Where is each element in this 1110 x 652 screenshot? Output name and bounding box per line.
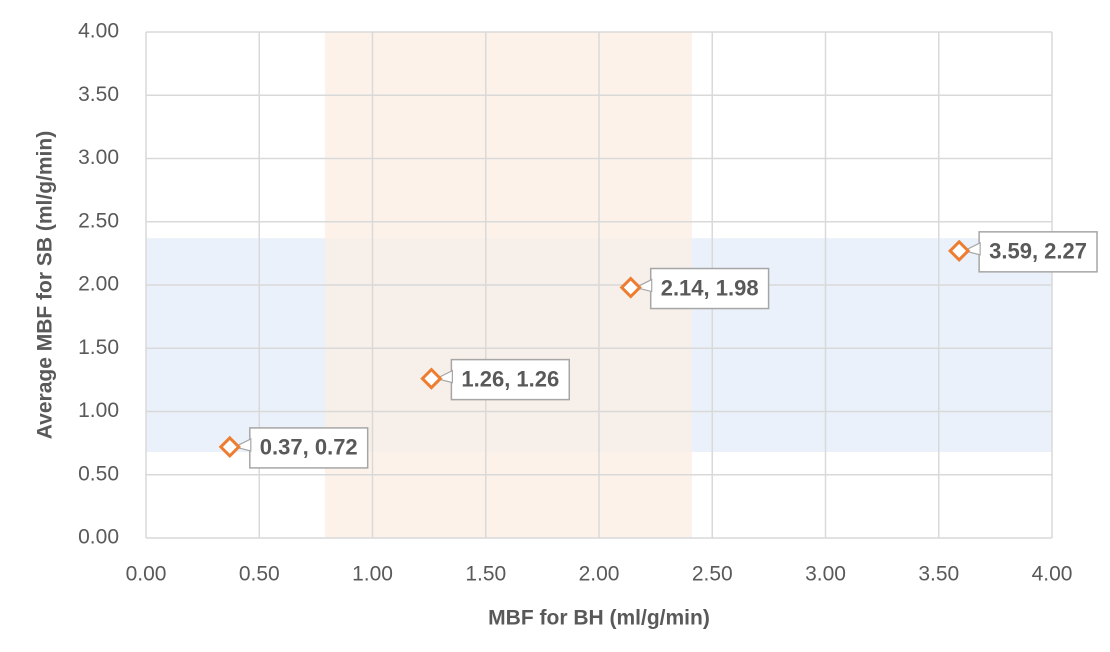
- data-label: 0.37, 0.72: [260, 435, 358, 460]
- x-tick-label: 3.50: [918, 563, 959, 586]
- x-tick-label: 2.00: [579, 563, 620, 586]
- data-label-group: 0.37, 0.72: [233, 427, 369, 469]
- y-tick-label: 3.00: [78, 146, 119, 169]
- data-label-box: [450, 358, 571, 401]
- data-label-box: [249, 427, 369, 469]
- x-tick-label: 1.00: [352, 563, 393, 586]
- y-tick-label: 2.00: [78, 273, 119, 296]
- data-label: 2.14, 1.98: [661, 275, 759, 300]
- x-tick-label: 1.50: [465, 563, 506, 586]
- point: [948, 239, 971, 262]
- point: [218, 435, 241, 459]
- y-tick-label: 4.00: [78, 20, 119, 43]
- x-tick-label: 0.00: [126, 563, 167, 586]
- y-tick-label: 1.50: [78, 336, 119, 359]
- y-tick-label: 1.00: [78, 399, 119, 422]
- data-label-box: [649, 267, 770, 310]
- data-label: 3.59, 2.27: [989, 239, 1087, 264]
- y-tick-label: 2.50: [78, 209, 119, 232]
- x-tick-label: 3.00: [805, 563, 846, 586]
- data-label: 1.26, 1.26: [461, 366, 559, 391]
- x-tick-label: 0.50: [239, 563, 280, 586]
- data-label-group: 1.26, 1.26: [434, 358, 571, 401]
- x-tick-label: 4.00: [1032, 563, 1073, 586]
- data-label-group: 3.59, 2.27: [962, 231, 1098, 273]
- x-axis-title: MBF for BH (ml/g/min): [488, 607, 710, 630]
- point: [619, 276, 642, 299]
- y-axis-title: Average MBF for SB (ml/g/min): [34, 131, 57, 439]
- data-label-box: [978, 231, 1098, 273]
- data-label-group: 2.14, 1.98: [633, 267, 770, 310]
- y-tick-label: 0.50: [78, 462, 119, 485]
- point: [420, 367, 443, 390]
- y-tick-label: 0.00: [78, 526, 119, 549]
- y-tick-label: 3.50: [78, 83, 119, 106]
- x-tick-label: 2.50: [692, 563, 733, 586]
- marks: 0.37, 0.72 1.26, 1.26 2.14, 1.98 3.59, 2.27: [218, 231, 1098, 469]
- grid: 0.00 0.50 1.00 1.50 2.00 2.50 3.00 3.50 4.00 0.00…: [78, 20, 1072, 586]
